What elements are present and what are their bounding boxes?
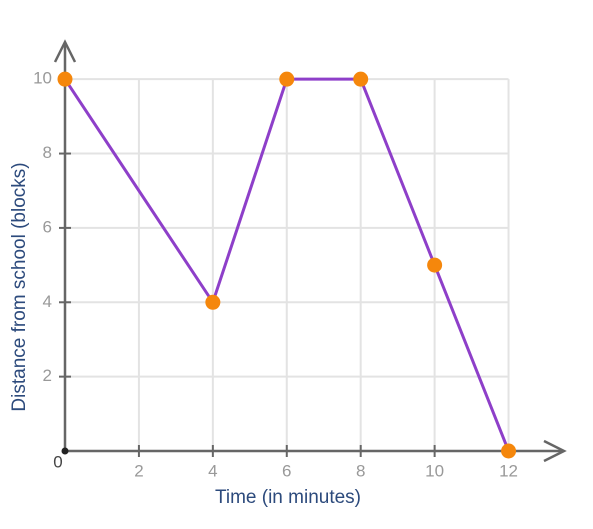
data-point [205, 294, 221, 310]
x-tick-label: 8 [356, 461, 365, 480]
y-axis-arrow [53, 39, 77, 63]
y-tick-label: 10 [33, 69, 52, 88]
y-tick-label: 2 [43, 366, 52, 385]
x-tick-label: 4 [208, 461, 217, 480]
y-tick-label: 8 [43, 143, 52, 162]
x-tick-label: 2 [134, 461, 143, 480]
data-point [353, 71, 369, 87]
x-tick-label: 10 [425, 461, 444, 480]
y-axis-title: Distance from school (blocks) [9, 162, 30, 411]
origin-label: 0 [53, 452, 62, 471]
origin-dot [61, 447, 69, 455]
y-tick-label: 4 [43, 292, 52, 311]
data-point [279, 71, 295, 87]
x-tick-label: 12 [499, 461, 518, 480]
data-line [63, 77, 510, 452]
x-tick-label: 6 [282, 461, 291, 480]
x-axis-title: Time (in minutes) [215, 487, 361, 508]
data-point [501, 443, 517, 459]
data-point [57, 71, 73, 87]
y-tick-label: 6 [43, 217, 52, 236]
data-point [427, 257, 443, 273]
x-axis-arrow [543, 439, 567, 463]
